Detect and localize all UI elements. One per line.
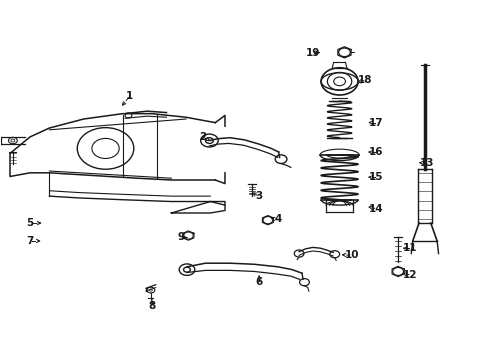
- Text: 9: 9: [177, 232, 184, 242]
- Text: 14: 14: [368, 204, 383, 214]
- Text: 11: 11: [402, 243, 417, 253]
- Text: 3: 3: [255, 191, 262, 201]
- Text: 8: 8: [148, 301, 155, 311]
- Text: 19: 19: [305, 48, 319, 58]
- Text: 2: 2: [199, 132, 206, 142]
- Text: 10: 10: [344, 250, 358, 260]
- Text: 1: 1: [126, 91, 133, 101]
- Text: 13: 13: [419, 158, 434, 168]
- Text: 17: 17: [368, 118, 383, 128]
- Text: 5: 5: [26, 218, 34, 228]
- Text: 7: 7: [26, 236, 34, 246]
- Text: 15: 15: [368, 172, 383, 182]
- Text: 16: 16: [368, 147, 383, 157]
- Text: 18: 18: [357, 75, 372, 85]
- Text: 4: 4: [274, 215, 282, 224]
- Text: 6: 6: [255, 277, 262, 287]
- Text: 12: 12: [402, 270, 417, 280]
